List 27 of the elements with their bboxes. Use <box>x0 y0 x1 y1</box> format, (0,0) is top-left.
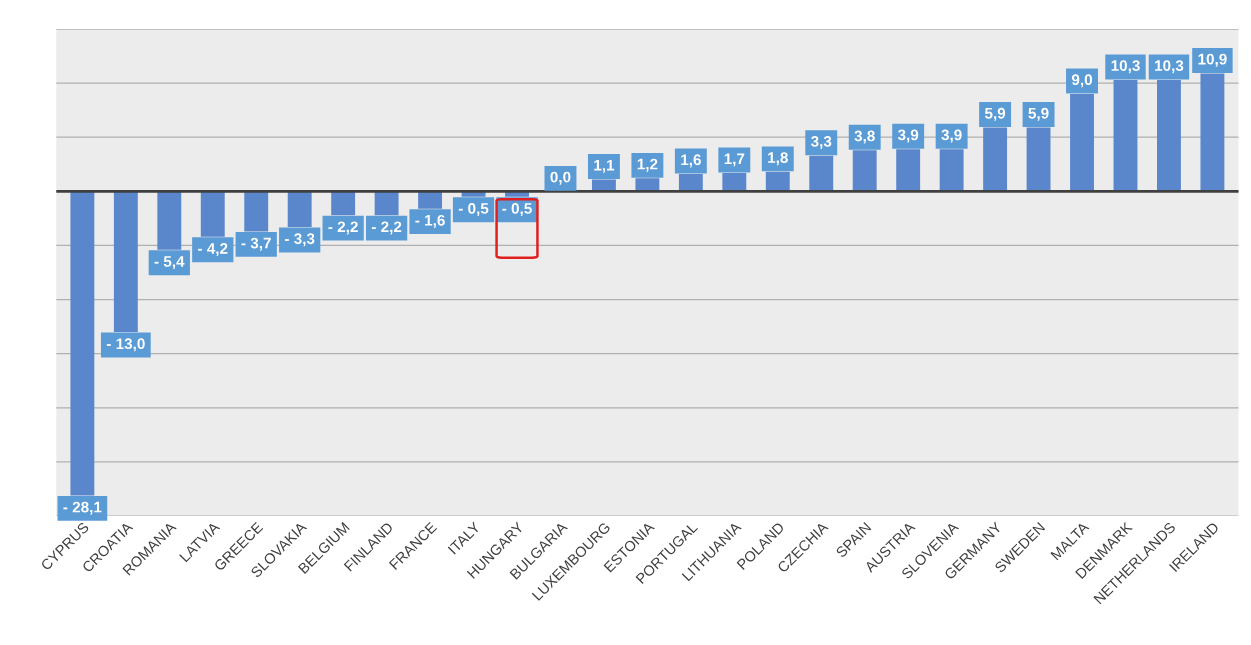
data-label: 5,9 <box>1028 107 1049 121</box>
data-label: 10,9 <box>1198 53 1227 67</box>
data-label: - 2,2 <box>371 221 402 235</box>
data-label: - 2,2 <box>328 221 358 235</box>
data-label: 3,9 <box>941 129 962 143</box>
data-label: - 1,6 <box>415 214 445 228</box>
data-label: - 0,5 <box>502 203 532 217</box>
data-label: 1,2 <box>637 158 658 172</box>
data-label: - 28,1 <box>63 501 102 515</box>
data-label: - 5,4 <box>154 256 185 270</box>
data-label: - 3,3 <box>285 233 315 247</box>
data-label: - 0,5 <box>458 203 489 217</box>
data-label: 3,3 <box>810 135 832 149</box>
data-label: - 4,2 <box>198 243 228 257</box>
data-label: 1,7 <box>724 153 745 167</box>
data-label: 10,3 <box>1111 60 1140 74</box>
data-label: 5,9 <box>984 107 1006 121</box>
data-label: - 3,7 <box>241 237 271 251</box>
data-label: 1,6 <box>681 154 701 168</box>
data-label: 0,0 <box>550 171 571 185</box>
data-label: 10,3 <box>1155 60 1184 74</box>
data-label: 3,9 <box>897 129 919 143</box>
data-label: 3,8 <box>854 130 875 144</box>
data-label: 1,1 <box>594 159 615 173</box>
data-label: - 13,0 <box>106 338 145 352</box>
data-label: 1,8 <box>768 152 788 166</box>
data-label: 9,0 <box>1071 74 1093 88</box>
